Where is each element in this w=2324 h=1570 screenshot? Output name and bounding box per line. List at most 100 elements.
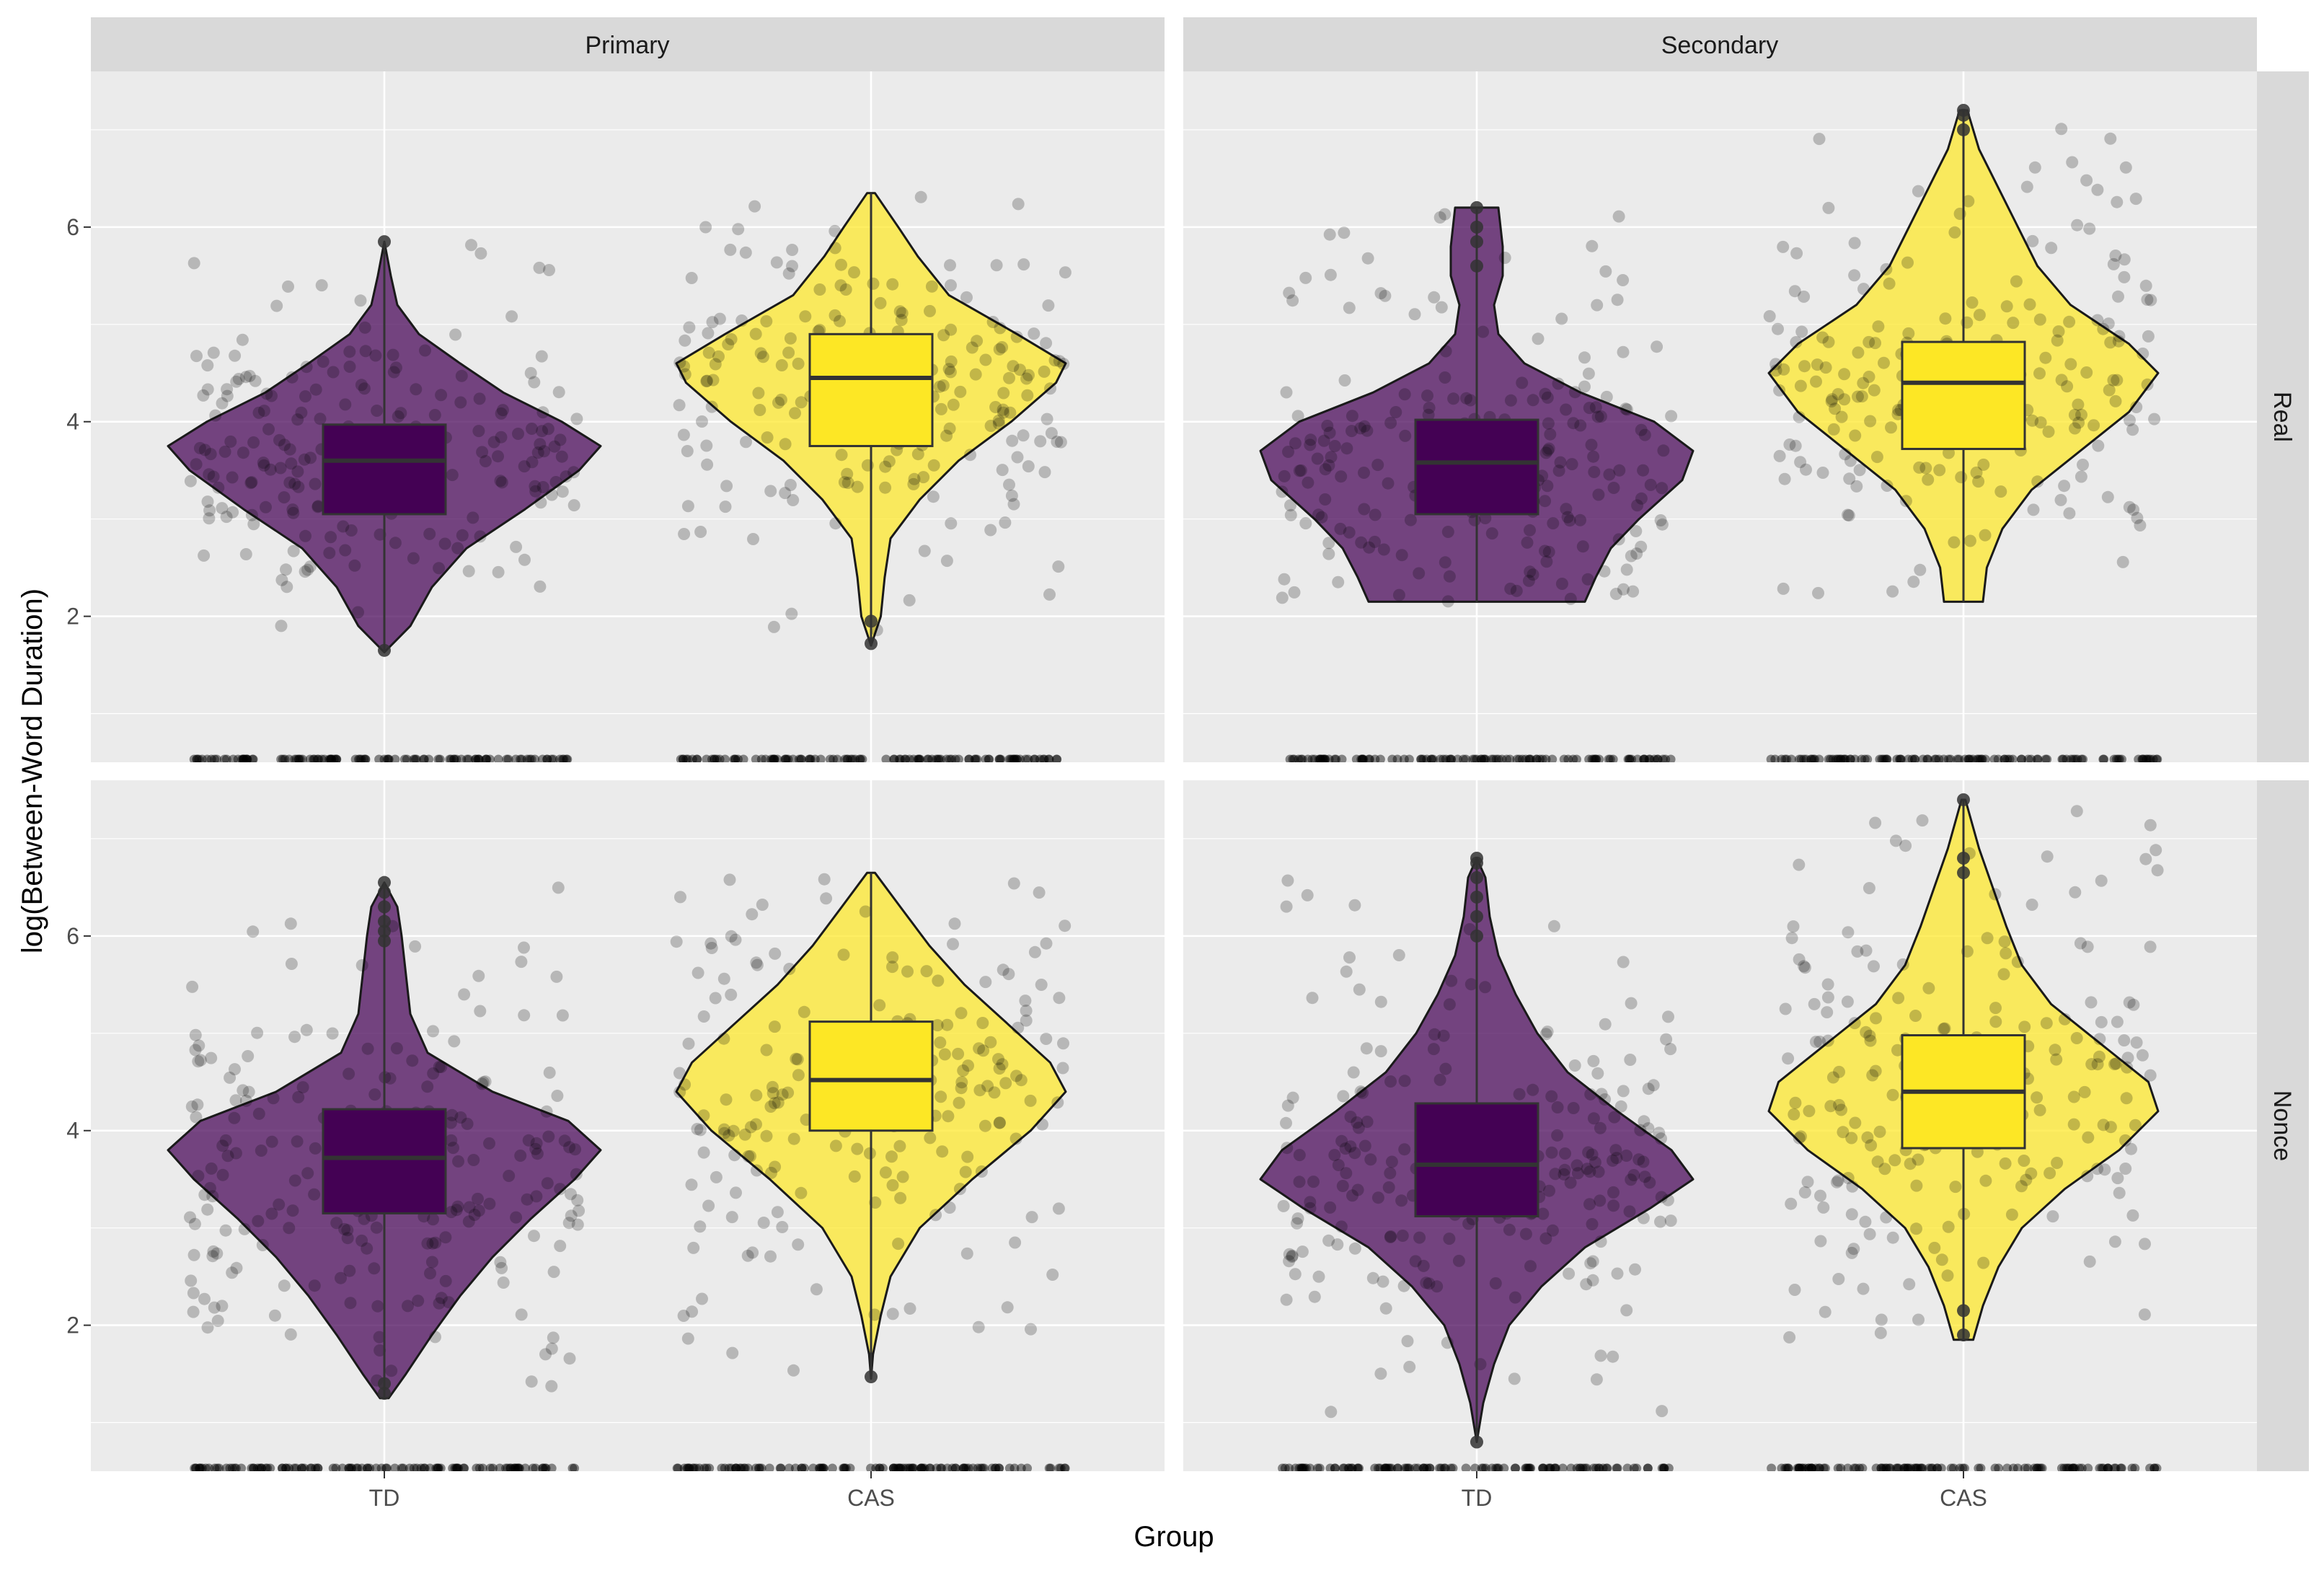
floor-point — [720, 1463, 730, 1471]
floor-point — [1958, 1463, 1968, 1471]
floor-point — [973, 1463, 983, 1471]
data-point — [1346, 410, 1358, 423]
outlier-point — [1957, 1328, 1970, 1342]
floor-point — [751, 1463, 761, 1471]
data-point — [1583, 1198, 1596, 1211]
data-point — [670, 935, 683, 948]
floor-point — [1497, 754, 1507, 762]
data-point — [1323, 426, 1336, 439]
outlier-point — [378, 886, 391, 899]
data-point — [1860, 1026, 1873, 1038]
data-point — [2103, 384, 2116, 397]
floor-point — [1814, 1463, 1824, 1471]
data-point — [1348, 1242, 1361, 1255]
floor-point — [2116, 1463, 2126, 1471]
data-point — [943, 422, 956, 435]
floor-point — [1446, 754, 1456, 762]
data-point — [893, 305, 906, 318]
floor-point — [1410, 1463, 1420, 1471]
floor-point — [1054, 1463, 1064, 1471]
floor-point — [2068, 1463, 2078, 1471]
y-tick-label: 4 — [66, 1118, 79, 1144]
outlier-point — [1957, 123, 1970, 136]
floor-point — [1661, 754, 1671, 762]
data-point — [1769, 364, 1782, 377]
data-point — [1460, 392, 1472, 405]
floor-point — [804, 754, 814, 762]
data-point — [312, 500, 324, 513]
floor-point — [808, 1463, 818, 1471]
data-point — [1816, 331, 1829, 344]
data-point — [274, 462, 287, 475]
floor-point — [1022, 1463, 1033, 1471]
data-point — [543, 1066, 556, 1079]
data-point — [1552, 377, 1565, 390]
floor-point — [1405, 1463, 1414, 1471]
floor-point — [784, 1463, 794, 1471]
floor-point — [2036, 1463, 2046, 1471]
data-point — [981, 1080, 994, 1093]
floor-point — [733, 754, 743, 762]
floor-point — [488, 1463, 498, 1471]
data-point — [975, 1165, 988, 1178]
data-point — [1508, 1372, 1521, 1385]
floor-point — [996, 754, 1006, 762]
data-point — [798, 1005, 810, 1018]
data-point — [790, 1052, 803, 1065]
data-point — [2118, 1034, 2131, 1047]
data-point — [1859, 1215, 1872, 1228]
data-point — [1664, 1043, 1677, 1056]
floor-point — [1288, 754, 1298, 762]
floor-point — [934, 754, 944, 762]
data-point — [1594, 1235, 1607, 1248]
floor-point — [280, 754, 290, 762]
data-point — [343, 1067, 355, 1080]
floor-point — [214, 1463, 224, 1471]
data-point — [1354, 1085, 1367, 1098]
data-point — [2126, 1209, 2139, 1222]
data-point — [1443, 1232, 1456, 1245]
floor-point — [1845, 754, 1855, 762]
floor-point — [353, 754, 363, 762]
data-point — [1542, 442, 1555, 455]
floor-point — [2032, 1463, 2042, 1471]
data-point — [2071, 219, 2084, 231]
data-point — [1607, 1199, 1620, 1212]
data-point — [1346, 425, 1358, 438]
data-point — [324, 531, 337, 544]
floor-point — [474, 754, 484, 762]
data-point — [1384, 1230, 1397, 1243]
data-point — [1997, 968, 2010, 981]
data-point — [1057, 358, 1070, 371]
data-point — [242, 1085, 255, 1098]
floor-point — [816, 754, 826, 762]
data-point — [682, 1037, 695, 1050]
floor-point — [1909, 754, 1919, 762]
data-point — [1870, 1012, 1882, 1025]
data-point — [428, 409, 441, 421]
data-point — [2095, 874, 2108, 887]
data-point — [1439, 208, 1452, 221]
floor-point — [1439, 1463, 1449, 1471]
floor-point — [1318, 754, 1328, 762]
data-point — [918, 544, 931, 557]
data-point — [1657, 444, 1670, 457]
data-point — [1554, 456, 1567, 469]
data-point — [444, 1116, 457, 1129]
data-point — [216, 1168, 229, 1181]
floor-point — [1539, 1463, 1549, 1471]
data-point — [1769, 358, 1782, 371]
data-point — [1578, 351, 1591, 364]
floor-point — [2056, 1463, 2067, 1471]
floor-point — [1625, 754, 1635, 762]
data-point — [226, 506, 239, 519]
data-point — [451, 1200, 464, 1213]
data-point — [851, 480, 864, 493]
data-point — [1863, 882, 1875, 894]
data-point — [1504, 582, 1517, 595]
data-point — [300, 361, 313, 374]
floor-point — [2007, 754, 2018, 762]
data-point — [1979, 529, 1992, 542]
data-point — [886, 1307, 899, 1320]
data-point — [757, 1217, 770, 1229]
